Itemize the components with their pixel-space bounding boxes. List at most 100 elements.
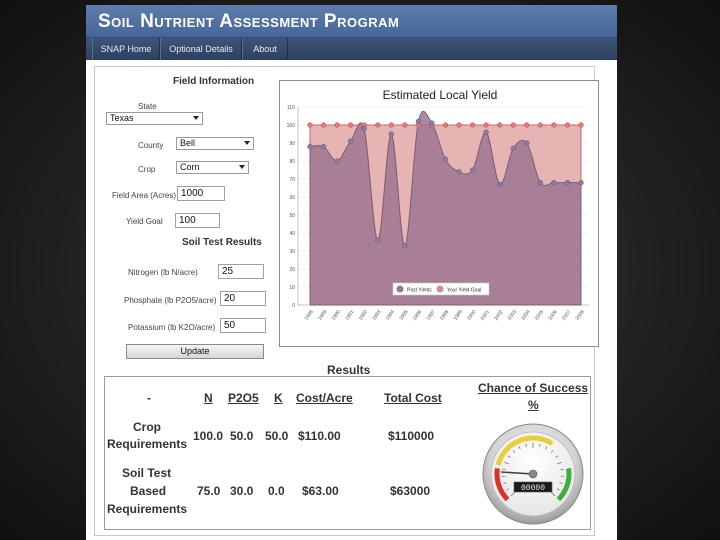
- nav-about[interactable]: About: [242, 38, 288, 60]
- y-tick-label: 100: [287, 123, 296, 129]
- goal-point: [375, 122, 381, 128]
- past-yield-point: [415, 118, 422, 125]
- field-area-input[interactable]: 1000: [177, 186, 225, 201]
- x-tick-label: 1995: [398, 309, 409, 322]
- x-tick-label: 2003: [507, 309, 518, 322]
- past-yield-point: [456, 169, 462, 175]
- gauge-tick: [510, 492, 515, 497]
- gauge-tick: [545, 446, 548, 450]
- chart-title: Estimated Local Yield: [383, 88, 498, 102]
- gauge-tick: [551, 492, 556, 497]
- chevron-down-icon: [244, 141, 250, 145]
- past-yield-point: [348, 138, 354, 144]
- soil-req-n: 75.0: [197, 484, 221, 498]
- app-page: Soil Nutrient Assessment Program SNAP Ho…: [86, 5, 617, 540]
- crop-req-label-2: Requirements: [107, 437, 188, 451]
- results-heading: Results: [327, 363, 371, 377]
- app-title: Soil Nutrient Assessment Program: [98, 11, 400, 32]
- x-tick-label: 1996: [412, 309, 423, 322]
- nitrogen-input[interactable]: 25: [218, 264, 264, 279]
- goal-point: [551, 122, 557, 128]
- y-tick-label: 50: [289, 213, 295, 219]
- goal-point: [564, 122, 571, 128]
- gauge-tick: [556, 461, 562, 465]
- gauge-tick: [556, 488, 560, 491]
- x-tick-label: 2001: [480, 309, 491, 322]
- crop-select[interactable]: Corn: [176, 161, 249, 174]
- y-tick-label: 90: [289, 141, 295, 147]
- crop-req-k: 50.0: [265, 429, 289, 443]
- crop-req-total-cost: $110000: [388, 429, 435, 443]
- goal-point: [320, 122, 327, 128]
- nitrogen-label: Nitrogen (lb N/acre): [128, 268, 198, 277]
- y-tick-label: 40: [289, 231, 295, 237]
- past-yield-point: [320, 143, 327, 150]
- goal-point: [348, 122, 354, 128]
- potassium-input[interactable]: 50: [220, 318, 266, 333]
- past-yield-point: [564, 179, 571, 186]
- soil-req-label-1: Soil Test: [122, 466, 172, 480]
- goal-point: [578, 122, 584, 128]
- col-p2o5: P2O5: [228, 391, 259, 405]
- chance-percent: %: [528, 398, 539, 412]
- x-tick-label: 1994: [385, 309, 396, 322]
- y-tick-label: 20: [289, 267, 295, 273]
- goal-point: [510, 122, 516, 128]
- y-tick-label: 80: [289, 159, 295, 165]
- goal-point: [442, 122, 449, 128]
- yield-goal-input[interactable]: 100: [175, 213, 220, 228]
- nav-bar: SNAP Home Optional Details About: [86, 38, 617, 60]
- y-tick-label: 110: [287, 105, 295, 111]
- update-button[interactable]: Update: [126, 344, 264, 359]
- col-k: K: [274, 391, 283, 405]
- chevron-down-icon: [239, 165, 245, 169]
- x-tick-label: 1990: [331, 309, 342, 322]
- gauge-tick: [539, 443, 541, 447]
- legend-past-yields-marker: [396, 285, 404, 293]
- state-select[interactable]: Texas: [106, 112, 203, 125]
- gauge-tick: [506, 488, 510, 491]
- nav-optional-details[interactable]: Optional Details: [160, 38, 242, 60]
- chart-y-ticks: 0 10 20 30 40 50 60 70 80 90 100 110: [287, 105, 296, 309]
- chart-legend: Past Yields Your Yield Goal: [392, 282, 490, 296]
- county-select[interactable]: Bell: [176, 137, 254, 150]
- soil-req-p2o5: 30.0: [230, 484, 254, 498]
- x-tick-label: 2008: [575, 309, 586, 322]
- x-tick-label: 1991: [344, 309, 355, 322]
- yield-goal-label: Yield Goal: [126, 217, 163, 226]
- nav-snap-home[interactable]: SNAP Home: [92, 38, 160, 60]
- phosphate-label: Phosphate (lb P2O5/acre): [124, 296, 217, 305]
- state-value: Texas: [110, 113, 134, 123]
- past-yield-point: [524, 140, 530, 146]
- past-yield-point: [510, 145, 516, 152]
- success-gauge: 00000: [482, 423, 584, 525]
- gauge-tick: [507, 455, 511, 458]
- legend-yield-goal: Your Yield Goal: [447, 288, 481, 294]
- county-label: County: [138, 141, 164, 150]
- phosphate-input[interactable]: 20: [220, 291, 266, 306]
- soil-req-label-3: Requirements: [107, 502, 188, 516]
- chart-x-ticks: 1988 1989 1990 1991 1992 1993 1994 1995 1996 1997…: [304, 309, 586, 322]
- x-tick-label: 2006: [547, 309, 558, 322]
- soil-req-cost-acre: $63.00: [302, 484, 339, 498]
- soil-req-total-cost: $63000: [390, 484, 431, 498]
- crop-req-n: 100.0: [193, 429, 224, 443]
- col-n: N: [204, 391, 213, 405]
- gauge-hub: [528, 469, 538, 479]
- y-tick-label: 70: [289, 177, 295, 183]
- yield-chart: Estimated Local Yield 0 10 20 30 40 50 60 70 80 9…: [279, 80, 599, 347]
- gauge-tick: [504, 461, 510, 465]
- gauge-tick: [525, 443, 527, 447]
- app-banner: Soil Nutrient Assessment Program: [86, 5, 617, 38]
- gauge-tick: [559, 482, 563, 484]
- goal-point: [307, 122, 313, 128]
- gauge-tick: [503, 482, 507, 484]
- results-panel: - N P2O5 K Cost/Acre Total Cost Chance o…: [104, 376, 591, 530]
- x-tick-label: 1998: [439, 309, 450, 322]
- gauge-needle: [501, 471, 534, 475]
- crop-req-label-1: Crop: [133, 420, 161, 434]
- past-yield-point: [361, 125, 367, 132]
- soil-req-label-2: Based: [130, 484, 167, 498]
- soil-test-heading: Soil Test Results: [182, 237, 262, 248]
- x-tick-label: 2007: [561, 309, 572, 322]
